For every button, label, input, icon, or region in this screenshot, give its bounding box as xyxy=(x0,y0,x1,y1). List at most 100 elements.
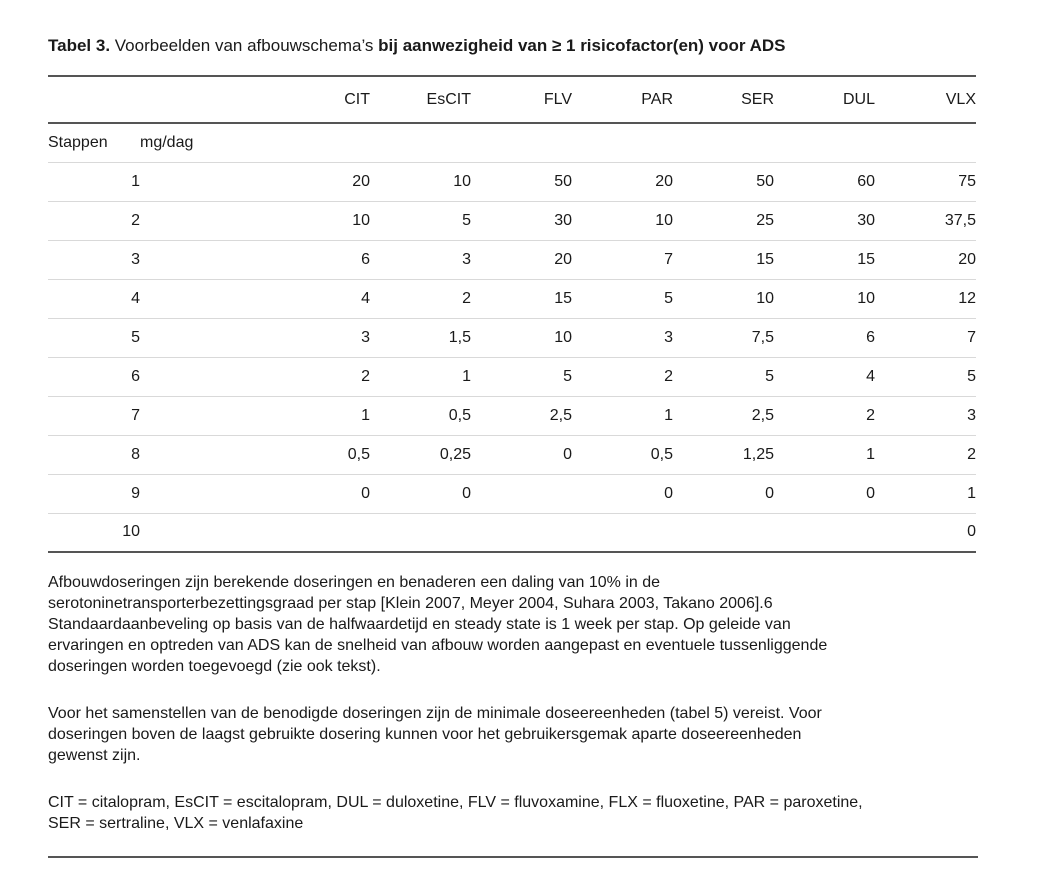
drug-column-header: FLV xyxy=(543,90,572,108)
dose-cell: 1 xyxy=(462,367,471,385)
empty-cell xyxy=(140,396,236,435)
dose-cell: 4 xyxy=(866,367,875,385)
footnote-dosing-explanation: Afbouwdoseringen zijn berekende dosering… xyxy=(48,574,828,675)
dose-cell: 1,5 xyxy=(448,328,471,346)
step-cell: 6 xyxy=(131,367,140,385)
footnotes: Afbouwdoseringen zijn berekende dosering… xyxy=(48,572,962,834)
dose-cell: 5 xyxy=(967,367,976,385)
table-row: 6 2 1 5 2 5 4 5 xyxy=(48,357,976,396)
dose-cell: 0,5 xyxy=(650,445,673,463)
dose-cell: 7,5 xyxy=(751,328,774,346)
subheader-row: Stappen mg/dag xyxy=(48,123,976,162)
empty-cell xyxy=(140,279,236,318)
dose-cell: 2,5 xyxy=(549,406,572,424)
empty-cell xyxy=(236,123,370,162)
empty-cell xyxy=(875,123,976,162)
dose-cell: 5 xyxy=(462,211,471,229)
empty-cell xyxy=(140,201,236,240)
dose-cell xyxy=(471,474,572,513)
dose-cell xyxy=(673,513,774,552)
dose-cell: 6 xyxy=(361,250,370,268)
drug-column-header: PAR xyxy=(641,90,673,108)
dose-cell: 37,5 xyxy=(944,211,976,229)
empty-cell xyxy=(48,76,140,123)
dose-cell: 0 xyxy=(765,484,774,502)
table-row: 2 10 5 30 10 25 30 37,5 xyxy=(48,201,976,240)
dose-cell: 25 xyxy=(756,211,774,229)
mg-dag-label: mg/dag xyxy=(140,133,194,151)
empty-cell xyxy=(140,474,236,513)
dose-cell: 5 xyxy=(765,367,774,385)
dose-cell: 2 xyxy=(361,367,370,385)
table-row: 1 20 10 50 20 50 60 75 xyxy=(48,162,976,201)
dose-cell: 0 xyxy=(361,484,370,502)
dose-cell: 1,25 xyxy=(742,445,774,463)
drug-column-header: DUL xyxy=(842,90,875,108)
dose-cell: 0 xyxy=(967,523,976,541)
dose-cell: 10 xyxy=(655,211,673,229)
dose-cell: 3 xyxy=(462,250,471,268)
dose-cell: 10 xyxy=(554,328,572,346)
dose-cell: 1 xyxy=(866,445,875,463)
drug-column-header: EsCIT xyxy=(426,90,471,108)
table-title-label: Tabel 3. xyxy=(48,36,111,55)
table-row: 9 0 0 0 0 0 1 xyxy=(48,474,976,513)
dose-cell: 1 xyxy=(664,406,673,424)
dose-cell: 10 xyxy=(453,172,471,190)
empty-cell xyxy=(140,76,236,123)
dose-cell: 15 xyxy=(554,289,572,307)
step-cell: 10 xyxy=(122,523,140,541)
dose-cell xyxy=(370,513,471,552)
table-row: 4 4 2 15 5 10 10 12 xyxy=(48,279,976,318)
drug-column-header: SER xyxy=(741,90,774,108)
table-title-middle: Voorbeelden van afbouwschema’s xyxy=(110,36,379,55)
table-row: 3 6 3 20 7 15 15 20 xyxy=(48,240,976,279)
empty-cell xyxy=(140,162,236,201)
step-cell: 7 xyxy=(131,406,140,424)
dose-cell: 15 xyxy=(756,250,774,268)
table-header-row: CIT EsCIT FLV PAR SER DUL VLX xyxy=(48,76,976,123)
dose-cell: 2 xyxy=(664,367,673,385)
drug-column-header: VLX xyxy=(945,90,976,108)
table-row: 7 1 0,5 2,5 1 2,5 2 3 xyxy=(48,396,976,435)
table-title-suffix: bij aanwezigheid van ≥ 1 risicofactor(en… xyxy=(378,36,786,55)
step-cell: 1 xyxy=(131,172,140,190)
table-title: Tabel 3. Voorbeelden van afbouwschema’s … xyxy=(48,36,786,56)
dose-cell: 15 xyxy=(857,250,875,268)
empty-cell xyxy=(370,123,471,162)
dose-cell: 60 xyxy=(857,172,875,190)
dose-cell: 3 xyxy=(361,328,370,346)
dose-cell: 5 xyxy=(563,367,572,385)
dose-cell: 12 xyxy=(958,289,976,307)
empty-cell xyxy=(572,123,673,162)
dose-cell: 0,5 xyxy=(448,406,471,424)
dose-cell: 3 xyxy=(664,328,673,346)
dose-cell: 7 xyxy=(664,250,673,268)
dose-cell: 0 xyxy=(664,484,673,502)
dose-cell: 50 xyxy=(756,172,774,190)
dose-cell: 20 xyxy=(655,172,673,190)
footnote-dose-units: Voor het samenstellen van de benodigde d… xyxy=(48,705,822,764)
step-cell: 2 xyxy=(131,211,140,229)
empty-cell xyxy=(140,513,236,552)
dose-cell: 20 xyxy=(352,172,370,190)
step-cell: 4 xyxy=(131,289,140,307)
empty-cell xyxy=(140,318,236,357)
dose-cell: 20 xyxy=(554,250,572,268)
dose-cell: 30 xyxy=(857,211,875,229)
empty-cell xyxy=(774,123,875,162)
drug-column-header: CIT xyxy=(344,90,370,108)
dose-cell: 0,25 xyxy=(439,445,471,463)
empty-cell xyxy=(673,123,774,162)
step-cell: 3 xyxy=(131,250,140,268)
dose-cell: 7 xyxy=(967,328,976,346)
dose-cell: 4 xyxy=(361,289,370,307)
dose-cell: 20 xyxy=(958,250,976,268)
dose-cell xyxy=(774,513,875,552)
table-row: 10 0 xyxy=(48,513,976,552)
table-row: 5 3 1,5 10 3 7,5 6 7 xyxy=(48,318,976,357)
dose-cell: 2 xyxy=(866,406,875,424)
dose-cell: 2 xyxy=(967,445,976,463)
step-cell: 8 xyxy=(131,445,140,463)
